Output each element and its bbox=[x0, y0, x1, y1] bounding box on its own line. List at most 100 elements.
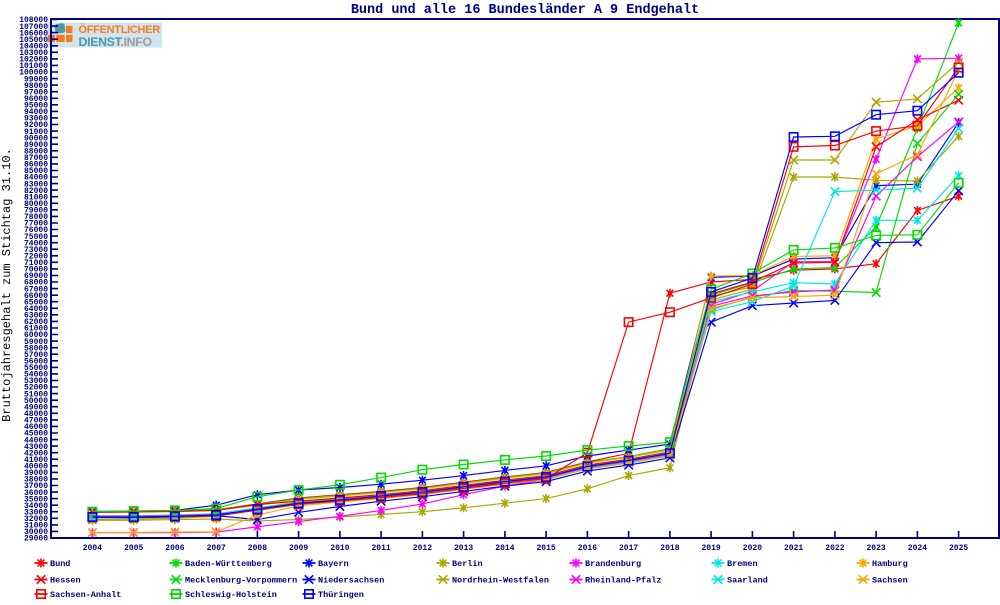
svg-text:53000: 53000 bbox=[24, 377, 48, 386]
svg-text:37000: 37000 bbox=[24, 482, 48, 491]
svg-text:83000: 83000 bbox=[24, 180, 48, 189]
svg-text:51000: 51000 bbox=[24, 390, 48, 399]
svg-text:2025: 2025 bbox=[949, 544, 968, 553]
svg-text:94000: 94000 bbox=[24, 108, 48, 117]
svg-text:Bruttojahresgehalt zum Stichta: Bruttojahresgehalt zum Stichtag 31.10. bbox=[0, 148, 14, 422]
svg-text:DIENST.INFO: DIENST.INFO bbox=[79, 35, 153, 49]
svg-text:88000: 88000 bbox=[24, 148, 48, 157]
svg-text:Bund: Bund bbox=[50, 559, 70, 569]
svg-text:71000: 71000 bbox=[24, 259, 48, 268]
svg-text:45000: 45000 bbox=[24, 430, 48, 439]
svg-text:31000: 31000 bbox=[24, 522, 48, 531]
svg-text:2024: 2024 bbox=[908, 544, 927, 553]
svg-text:48000: 48000 bbox=[24, 410, 48, 419]
svg-text:40000: 40000 bbox=[24, 463, 48, 472]
svg-text:99000: 99000 bbox=[24, 75, 48, 84]
svg-text:86000: 86000 bbox=[24, 161, 48, 170]
svg-text:108000: 108000 bbox=[19, 16, 48, 25]
svg-text:2008: 2008 bbox=[248, 544, 267, 553]
svg-text:2019: 2019 bbox=[701, 544, 720, 553]
svg-text:66000: 66000 bbox=[24, 292, 48, 301]
svg-text:Bayern: Bayern bbox=[318, 559, 349, 569]
svg-text:Hamburg: Hamburg bbox=[872, 559, 908, 569]
svg-text:Bremen: Bremen bbox=[727, 559, 758, 569]
svg-text:2015: 2015 bbox=[536, 544, 555, 553]
svg-text:56000: 56000 bbox=[24, 358, 48, 367]
svg-text:Mecklenburg-Vorpommern: Mecklenburg-Vorpommern bbox=[185, 576, 297, 586]
svg-text:52000: 52000 bbox=[24, 384, 48, 393]
svg-text:70000: 70000 bbox=[24, 266, 48, 275]
svg-text:106000: 106000 bbox=[19, 29, 48, 38]
svg-text:Nordrhein-Westfalen: Nordrhein-Westfalen bbox=[452, 576, 549, 586]
svg-text:Thüringen: Thüringen bbox=[318, 590, 364, 600]
svg-text:47000: 47000 bbox=[24, 417, 48, 426]
svg-text:Hessen: Hessen bbox=[50, 576, 81, 586]
svg-text:61000: 61000 bbox=[24, 325, 48, 334]
svg-text:2005: 2005 bbox=[124, 544, 143, 553]
svg-text:Berlin: Berlin bbox=[452, 559, 483, 569]
svg-text:Niedersachsen: Niedersachsen bbox=[318, 576, 384, 586]
svg-text:104000: 104000 bbox=[19, 43, 48, 52]
svg-text:81000: 81000 bbox=[24, 193, 48, 202]
svg-text:2010: 2010 bbox=[330, 544, 349, 553]
svg-text:34000: 34000 bbox=[24, 502, 48, 511]
svg-text:107000: 107000 bbox=[19, 23, 48, 32]
svg-text:32000: 32000 bbox=[24, 515, 48, 524]
svg-text:2013: 2013 bbox=[454, 544, 473, 553]
svg-text:Sachsen: Sachsen bbox=[872, 576, 908, 586]
svg-text:39000: 39000 bbox=[24, 469, 48, 478]
svg-text:105000: 105000 bbox=[19, 36, 48, 45]
svg-text:2017: 2017 bbox=[619, 544, 638, 553]
svg-text:Sachsen-Anhalt: Sachsen-Anhalt bbox=[50, 590, 121, 600]
svg-text:75000: 75000 bbox=[24, 233, 48, 242]
svg-text:44000: 44000 bbox=[24, 436, 48, 445]
svg-text:63000: 63000 bbox=[24, 312, 48, 321]
svg-text:103000: 103000 bbox=[19, 49, 48, 58]
svg-text:50000: 50000 bbox=[24, 397, 48, 406]
svg-text:Bund und alle 16 Bundesländer: Bund und alle 16 Bundesländer A 9 Endgeh… bbox=[351, 3, 699, 18]
svg-text:73000: 73000 bbox=[24, 246, 48, 255]
svg-text:54000: 54000 bbox=[24, 371, 48, 380]
svg-text:84000: 84000 bbox=[24, 174, 48, 183]
svg-text:2023: 2023 bbox=[866, 544, 885, 553]
svg-text:2007: 2007 bbox=[207, 544, 226, 553]
svg-text:91000: 91000 bbox=[24, 128, 48, 137]
svg-text:60000: 60000 bbox=[24, 331, 48, 340]
svg-text:33000: 33000 bbox=[24, 508, 48, 517]
svg-text:38000: 38000 bbox=[24, 476, 48, 485]
svg-text:43000: 43000 bbox=[24, 443, 48, 452]
svg-text:102000: 102000 bbox=[19, 56, 48, 65]
svg-text:80000: 80000 bbox=[24, 200, 48, 209]
svg-text:76000: 76000 bbox=[24, 226, 48, 235]
svg-text:92000: 92000 bbox=[24, 121, 48, 130]
svg-text:78000: 78000 bbox=[24, 213, 48, 222]
svg-text:2006: 2006 bbox=[165, 544, 184, 553]
svg-text:Rheinland-Pfalz: Rheinland-Pfalz bbox=[585, 576, 662, 586]
svg-text:85000: 85000 bbox=[24, 167, 48, 176]
svg-text:Baden-Württemberg: Baden-Württemberg bbox=[185, 559, 272, 569]
svg-text:59000: 59000 bbox=[24, 338, 48, 347]
svg-text:82000: 82000 bbox=[24, 187, 48, 196]
svg-text:58000: 58000 bbox=[24, 344, 48, 353]
svg-text:35000: 35000 bbox=[24, 495, 48, 504]
svg-text:2011: 2011 bbox=[371, 544, 390, 553]
svg-text:74000: 74000 bbox=[24, 239, 48, 248]
svg-text:62000: 62000 bbox=[24, 318, 48, 327]
svg-text:79000: 79000 bbox=[24, 207, 48, 216]
svg-text:Schleswig-Holstein: Schleswig-Holstein bbox=[185, 590, 277, 600]
svg-text:90000: 90000 bbox=[24, 134, 48, 143]
svg-text:ÖFFENTLICHER: ÖFFENTLICHER bbox=[79, 23, 161, 36]
svg-text:29000: 29000 bbox=[24, 535, 48, 544]
svg-text:72000: 72000 bbox=[24, 253, 48, 262]
svg-text:69000: 69000 bbox=[24, 272, 48, 281]
svg-text:Saarland: Saarland bbox=[727, 576, 768, 586]
svg-text:42000: 42000 bbox=[24, 449, 48, 458]
svg-text:96000: 96000 bbox=[24, 95, 48, 104]
svg-text:2012: 2012 bbox=[413, 544, 432, 553]
svg-text:49000: 49000 bbox=[24, 403, 48, 412]
svg-text:93000: 93000 bbox=[24, 115, 48, 124]
svg-text:64000: 64000 bbox=[24, 305, 48, 314]
svg-text:2014: 2014 bbox=[495, 544, 514, 553]
svg-text:68000: 68000 bbox=[24, 279, 48, 288]
svg-text:95000: 95000 bbox=[24, 102, 48, 111]
